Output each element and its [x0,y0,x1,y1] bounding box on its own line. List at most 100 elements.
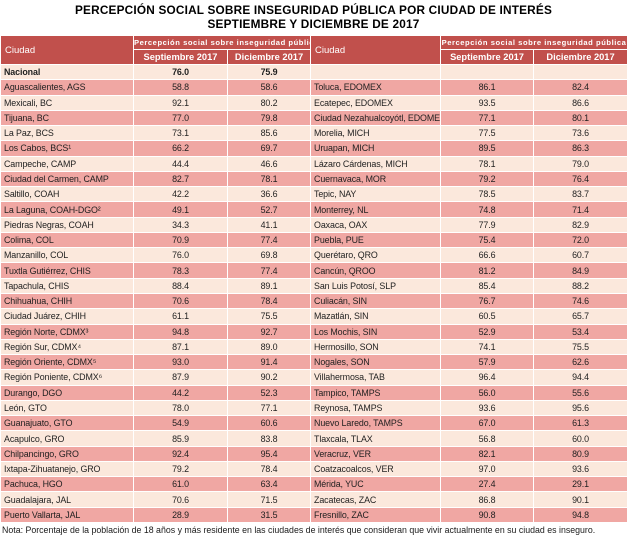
value-cell: 78.1 [226,170,312,188]
value-cell: 94.8 [533,506,627,523]
value-cell: 63.4 [226,476,312,493]
city-cell: Ciudad Juárez, CHIH [0,308,134,325]
city-cell: Guanajuato, GTO [0,415,134,432]
value-cell: 60.6 [226,415,312,432]
city-cell: Guadalajara, JAL [0,491,134,508]
table-row: Piedras Negras, COAH 34.3 41.1 Oaxaca, OAX 7… [0,216,627,233]
value-cell: 92.4 [133,445,228,462]
value-cell: 56.8 [440,430,535,447]
table-row: Chihuahua, CHIH 70.6 78.4 Culiacán, SIN 76.7… [0,292,627,310]
value-cell: 55.6 [533,384,627,401]
table-row: Colima, COL 70.9 77.4 Puebla, PUE 75.4 72.0 [0,231,627,249]
value-cell: 88.4 [133,277,228,294]
city-cell: Tampico, TAMPS [310,384,442,401]
value-cell: 72.0 [533,231,627,249]
value-cell: 70.9 [133,231,228,249]
value-cell: 89.1 [226,277,312,294]
value-cell: 44.4 [133,155,228,172]
value-cell: 52.7 [226,201,312,218]
value-cell: 87.9 [133,369,228,386]
value-cell: 67.0 [440,415,535,432]
table-row: La Laguna, COAH-DGO² 49.1 52.7 Monterrey, N… [0,201,627,218]
value-cell: 53.4 [533,323,627,340]
value-cell: 76.0 [133,247,228,264]
column-header-diciembre-left: Diciembre 2017 [226,49,312,65]
city-cell: Fresnillo, ZAC [310,506,442,523]
value-cell: 74.6 [533,292,627,310]
value-cell: 82.9 [533,216,627,233]
table-row: Manzanillo, COL 76.0 69.8 Querétaro, QRO 66.… [0,247,627,264]
city-cell: Coatzacoalcos, VER [310,460,442,478]
value-cell: 73.6 [533,125,627,142]
value-cell: 84.9 [533,262,627,279]
table-row: Ciudad del Carmen, CAMP 82.7 78.1 Cuernavac… [0,170,627,188]
value-cell: 89.0 [226,338,312,356]
city-cell: Villahermosa, TAB [310,369,442,386]
value-cell: 61.3 [533,415,627,432]
value-cell: 77.9 [440,216,535,233]
value-cell: 92.7 [226,323,312,340]
value-cell: 94.8 [133,323,228,340]
city-cell: Colima, COL [0,231,134,249]
city-cell: Ciudad Nezahualcoyótl, EDOMEX [310,109,442,127]
value-cell: 92.1 [133,94,228,111]
value-cell: 60.0 [533,430,627,447]
column-header-septiembre-right: Septiembre 2017 [440,49,535,65]
city-cell: Querétaro, QRO [310,247,442,264]
city-cell: La Laguna, COAH-DGO² [0,201,134,218]
value-cell: 44.2 [133,384,228,401]
city-cell: Tlaxcala, TLAX [310,430,442,447]
table-row: Guanajuato, GTO 54.9 60.6 Nuevo Laredo, TAM… [0,415,627,432]
value-cell: 66.6 [440,247,535,264]
value-cell: 58.6 [226,79,312,96]
value-cell: 82.1 [440,445,535,462]
table-row: Los Cabos, BCS¹ 66.2 69.7 Uruapan, MICH 89.5… [0,140,627,157]
city-cell: Los Cabos, BCS¹ [0,140,134,157]
value-cell: 54.9 [133,415,228,432]
value-cell: 66.2 [133,140,228,157]
value-cell: 95.4 [226,445,312,462]
column-header-ciudad-right: Ciudad [310,35,442,65]
city-cell: Uruapan, MICH [310,140,442,157]
value-cell: 27.4 [440,476,535,493]
value-cell: 77.5 [440,125,535,142]
perception-table: Ciudad Percepción social sobre insegurid… [0,35,627,523]
value-cell [440,63,535,81]
city-cell: Región Oriente, CDMX⁵ [0,354,134,371]
value-cell: 28.9 [133,506,228,523]
value-cell: 60.5 [440,308,535,325]
column-header-septiembre-left: Septiembre 2017 [133,49,228,65]
table-header: Ciudad Percepción social sobre insegurid… [0,35,627,65]
value-cell: 83.8 [226,430,312,447]
value-cell: 90.1 [533,491,627,508]
value-cell: 78.1 [440,155,535,172]
city-cell: San Luis Potosí, SLP [310,277,442,294]
value-cell: 90.8 [440,506,535,523]
city-cell: Nogales, SON [310,354,442,371]
value-cell: 77.1 [440,109,535,127]
city-cell: Manzanillo, COL [0,247,134,264]
city-cell: Reynosa, TAMPS [310,399,442,417]
value-cell: 76.4 [533,170,627,188]
city-cell: Saltillo, COAH [0,186,134,203]
value-cell: 62.6 [533,354,627,371]
value-cell: 74.8 [440,201,535,218]
value-cell: 75.9 [226,63,312,81]
table-row: Tuxtla Gutiérrez, CHIS 78.3 77.4 Cancún, QR… [0,262,627,279]
value-cell: 42.2 [133,186,228,203]
column-header-group-right: Percepción social sobre inseguridad públ… [440,35,627,50]
table-row: Puerto Vallarta, JAL 28.9 31.5 Fresnillo, Z… [0,506,627,523]
table-row: Región Poniente, CDMX⁶ 87.9 90.2 Villahermo… [0,369,627,386]
value-cell: 52.9 [440,323,535,340]
city-cell: Lázaro Cárdenas, MICH [310,155,442,172]
value-cell: 85.4 [440,277,535,294]
value-cell: 74.1 [440,338,535,356]
value-cell: 83.7 [533,186,627,203]
value-cell: 49.1 [133,201,228,218]
city-cell: Nacional [0,63,134,81]
value-cell: 71.5 [226,491,312,508]
value-cell: 86.3 [533,140,627,157]
city-cell: Campeche, CAMP [0,155,134,172]
value-cell: 89.5 [440,140,535,157]
city-cell: Chihuahua, CHIH [0,292,134,310]
